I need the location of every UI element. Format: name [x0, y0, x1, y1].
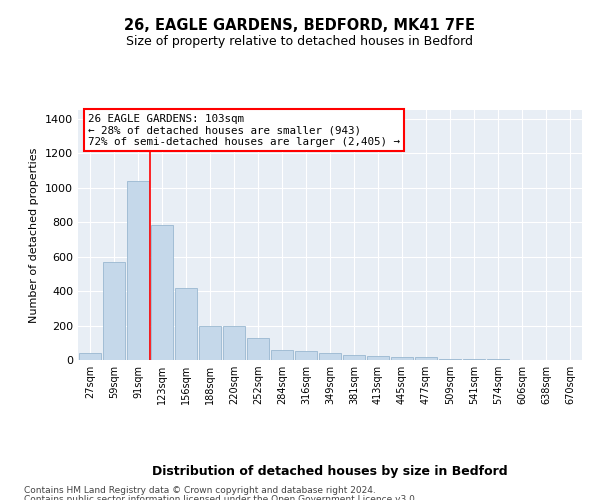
Bar [295, 350, 317, 360]
Bar [439, 358, 461, 360]
Bar [223, 326, 245, 360]
Bar [127, 180, 149, 360]
Text: Size of property relative to detached houses in Bedford: Size of property relative to detached ho… [127, 35, 473, 48]
Bar [463, 359, 485, 360]
Bar [151, 224, 173, 360]
Bar [319, 353, 341, 360]
Bar [367, 356, 389, 360]
Bar [343, 355, 365, 360]
Bar [415, 358, 437, 360]
Text: Distribution of detached houses by size in Bedford: Distribution of detached houses by size … [152, 464, 508, 477]
Y-axis label: Number of detached properties: Number of detached properties [29, 148, 40, 322]
Text: 26 EAGLE GARDENS: 103sqm
← 28% of detached houses are smaller (943)
72% of semi-: 26 EAGLE GARDENS: 103sqm ← 28% of detach… [88, 114, 400, 147]
Text: 26, EAGLE GARDENS, BEDFORD, MK41 7FE: 26, EAGLE GARDENS, BEDFORD, MK41 7FE [125, 18, 476, 32]
Bar [175, 288, 197, 360]
Bar [103, 262, 125, 360]
Text: Contains HM Land Registry data © Crown copyright and database right 2024.: Contains HM Land Registry data © Crown c… [24, 486, 376, 495]
Bar [247, 338, 269, 360]
Bar [79, 353, 101, 360]
Bar [391, 356, 413, 360]
Bar [271, 350, 293, 360]
Text: Contains public sector information licensed under the Open Government Licence v3: Contains public sector information licen… [24, 495, 418, 500]
Bar [199, 326, 221, 360]
